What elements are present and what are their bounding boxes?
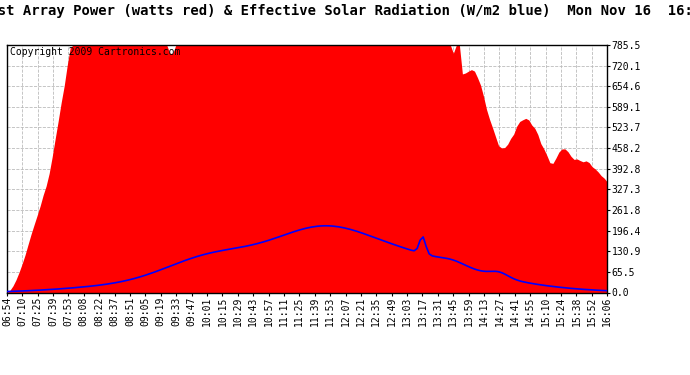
Text: East Array Power (watts red) & Effective Solar Radiation (W/m2 blue)  Mon Nov 16: East Array Power (watts red) & Effective… (0, 4, 690, 18)
Text: Copyright 2009 Cartronics.com: Copyright 2009 Cartronics.com (10, 48, 180, 57)
